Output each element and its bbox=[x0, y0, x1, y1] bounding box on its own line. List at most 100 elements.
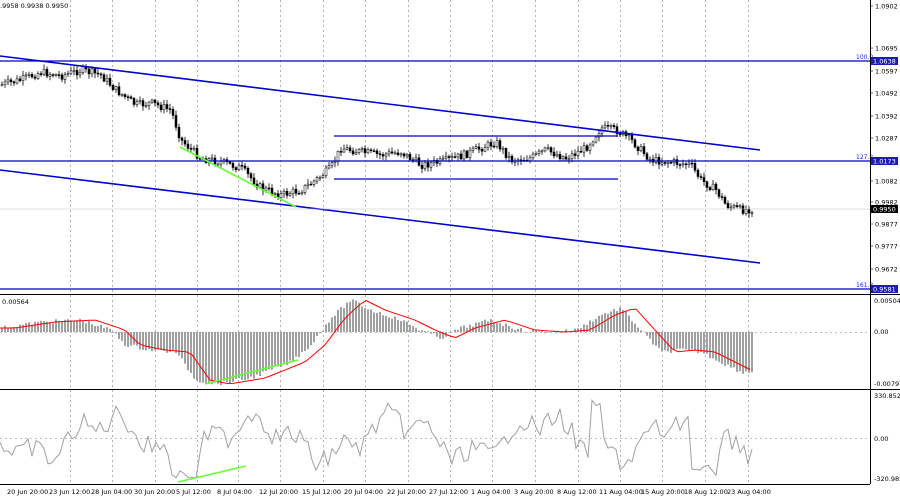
macd-bar bbox=[586, 325, 588, 332]
candle-body bbox=[369, 149, 373, 152]
macd-bar bbox=[373, 312, 375, 332]
time-axis-label: 3 Aug 20:00 bbox=[514, 488, 554, 496]
macd-bar bbox=[505, 323, 507, 332]
macd-bar bbox=[259, 332, 261, 377]
macd-bar bbox=[643, 331, 645, 333]
candle-body bbox=[345, 147, 349, 150]
macd-bar bbox=[40, 320, 42, 332]
macd-bar bbox=[679, 332, 681, 349]
time-axis-label: 8 Jul 04:00 bbox=[217, 488, 252, 496]
candle-body bbox=[534, 153, 538, 155]
candle-body bbox=[264, 187, 268, 191]
macd-bar bbox=[304, 332, 306, 351]
macd-bar bbox=[511, 328, 513, 332]
macd-bar bbox=[7, 328, 9, 332]
macd-bar bbox=[595, 319, 597, 332]
candle-body bbox=[60, 74, 64, 80]
channel-upper-line[interactable] bbox=[0, 55, 761, 151]
candle-body bbox=[441, 157, 445, 160]
current-price-tag: 0.9950 bbox=[873, 206, 896, 214]
time-axis-label: 8 Aug 12:00 bbox=[557, 488, 597, 496]
candle-body bbox=[246, 167, 250, 175]
time-axis-label: 22 Jul 20:00 bbox=[387, 488, 426, 496]
macd-bar bbox=[235, 332, 237, 379]
candle-body bbox=[69, 70, 73, 74]
candle-body bbox=[561, 156, 565, 160]
candle-body bbox=[558, 154, 562, 160]
macd-bar bbox=[430, 332, 432, 334]
candle-body bbox=[540, 150, 544, 153]
macd-bar bbox=[187, 332, 189, 371]
candle-body bbox=[723, 197, 727, 204]
macd-bar bbox=[529, 331, 531, 333]
candle-body bbox=[165, 104, 169, 109]
price-axis-label: 1.0695 bbox=[875, 45, 898, 53]
candle-body bbox=[180, 137, 184, 141]
candle-body bbox=[12, 81, 16, 84]
candle-body bbox=[267, 187, 271, 190]
macd-bar bbox=[70, 320, 72, 332]
candle-body bbox=[270, 187, 274, 195]
candle-body bbox=[243, 165, 247, 169]
candle-body bbox=[414, 157, 418, 161]
candle-body bbox=[234, 167, 238, 170]
candle-body bbox=[402, 153, 406, 157]
macd-bar bbox=[466, 327, 468, 332]
time-axis-label: 5 Jul 12:00 bbox=[176, 488, 211, 496]
macd-bar bbox=[208, 332, 210, 384]
candle-body bbox=[306, 183, 310, 186]
macd-bar bbox=[589, 320, 591, 332]
macd-bar bbox=[319, 332, 321, 334]
macd-bar bbox=[202, 332, 204, 383]
macd-bar bbox=[607, 313, 609, 332]
candle-body bbox=[714, 183, 718, 191]
candle-body bbox=[258, 183, 262, 188]
candle-body bbox=[168, 108, 172, 110]
macd-pane[interactable]: 0.00564 bbox=[0, 295, 870, 389]
macd-bar bbox=[634, 323, 636, 332]
candle-body bbox=[378, 153, 382, 155]
candle-body bbox=[75, 70, 79, 76]
candle-body bbox=[87, 68, 91, 75]
price-axis[interactable]: 1.0902 1.0695 1.0597 1.0492 1.0392 1.0287 1.00… bbox=[870, 3, 898, 274]
macd-bar bbox=[700, 332, 702, 353]
macd-bar bbox=[574, 328, 576, 332]
macd-bar bbox=[580, 328, 582, 332]
candle-body bbox=[555, 154, 559, 157]
candle-body bbox=[594, 136, 598, 143]
time-axis-label: 23 Aug 04:00 bbox=[727, 488, 771, 496]
candle-body bbox=[654, 157, 658, 163]
time-axis-label: 18 Aug 12:00 bbox=[684, 488, 728, 496]
candle-body bbox=[174, 115, 178, 128]
macd-bar bbox=[58, 320, 60, 332]
macd-bar bbox=[10, 327, 12, 332]
macd-bar bbox=[142, 332, 144, 350]
time-axis[interactable]: 20 Jun 20:00 23 Jun 12:00 28 Jun 04:00 30 J… bbox=[7, 488, 771, 496]
cci-pane[interactable] bbox=[0, 390, 870, 484]
candle-body bbox=[546, 147, 550, 149]
candle-body bbox=[360, 148, 364, 150]
candle-body bbox=[591, 141, 595, 146]
candle-body bbox=[693, 163, 697, 171]
macd-bar bbox=[733, 332, 735, 368]
macd-bar bbox=[451, 332, 453, 333]
candle-body bbox=[585, 145, 589, 151]
candle-body bbox=[552, 151, 556, 157]
level-161-label: 161.8 bbox=[856, 282, 873, 289]
price-axis-label: 1.0392 bbox=[875, 113, 898, 121]
macd-bar bbox=[409, 324, 411, 332]
macd-bar bbox=[145, 332, 147, 351]
candle-body bbox=[210, 157, 214, 160]
macd-bar bbox=[403, 320, 405, 332]
candle-body bbox=[678, 164, 682, 166]
candle-body bbox=[90, 68, 94, 75]
macd-bar bbox=[328, 322, 330, 332]
candle-body bbox=[660, 162, 664, 165]
macd-bar bbox=[493, 322, 495, 332]
candle-body bbox=[549, 147, 553, 153]
macd-bar bbox=[76, 320, 78, 332]
price-pane[interactable]: 100.0 127.2 161.8 .9958 0.9938 0.9950 bbox=[0, 0, 873, 294]
macd-bar bbox=[280, 332, 282, 367]
channel-lower-line[interactable] bbox=[0, 169, 761, 264]
